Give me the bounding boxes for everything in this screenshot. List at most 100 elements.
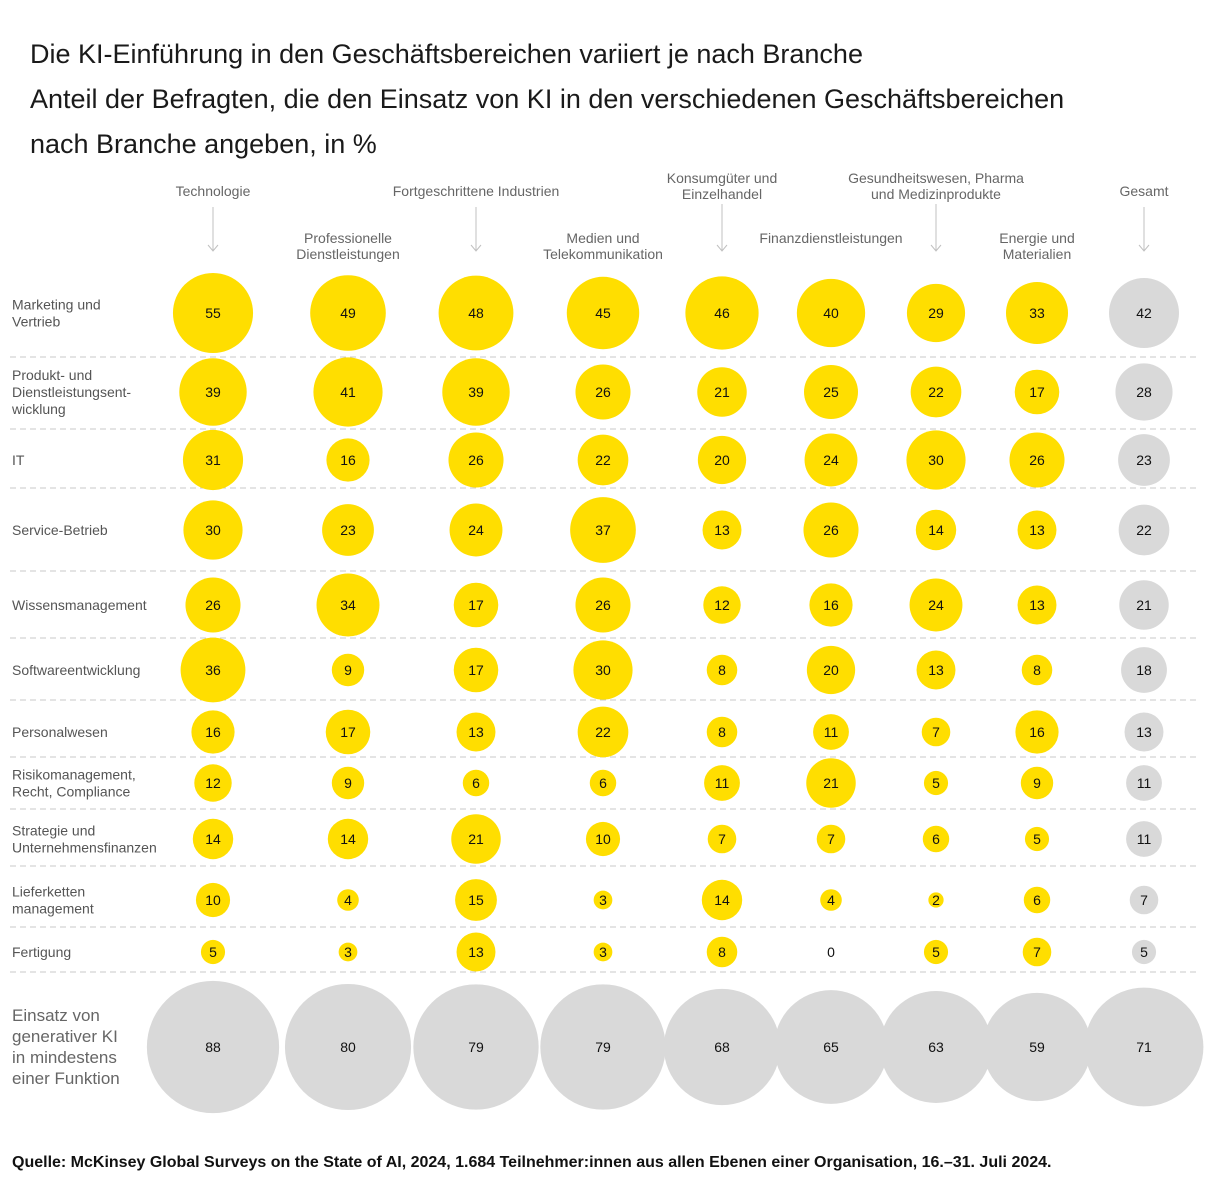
bubble-value-r7-c2: 17: [340, 724, 356, 740]
bubble-value-r6-c6: 20: [823, 662, 839, 678]
bubble-r5-c2: [316, 573, 380, 637]
bubble-r9-c5: [707, 824, 737, 854]
bubble-r6-c1: [180, 637, 246, 703]
bubble-value-r6-c8: 8: [1033, 662, 1041, 678]
bubble-r2-c6: [804, 365, 858, 419]
row-label-1: Vertrieb: [12, 314, 60, 330]
bubble-value-r7-c8: 16: [1029, 724, 1045, 740]
bubble-value-r1-c1: 55: [205, 305, 221, 321]
bubble-value-r6-c2: 9: [344, 662, 352, 678]
summary-bubble-c1: [146, 980, 280, 1114]
bubble-value-r5-c6: 16: [823, 597, 839, 613]
bubble-r8-c6: [806, 758, 856, 808]
column-header-7: und Medizinprodukte: [871, 186, 1001, 202]
summary-value-c1: 88: [205, 1039, 221, 1055]
down-arrow-icon: [470, 244, 482, 252]
bubble-r9-c4: [585, 821, 621, 857]
bubble-value-r7-c6: 11: [824, 724, 839, 740]
row-label-10: management: [12, 901, 94, 917]
bubble-r8-c8: [1020, 766, 1054, 800]
bubble-r2-c1: [179, 358, 247, 426]
bubble-value-r10-c1: 10: [205, 892, 221, 908]
bubble-value-r11-c9: 5: [1140, 944, 1148, 960]
down-arrow-icon: [930, 244, 942, 252]
bubble-r11-c5: [706, 936, 738, 968]
bubble-value-r2-c4: 26: [595, 384, 611, 400]
row-label-9: Strategie und: [12, 823, 95, 839]
bubble-r2-c9: [1115, 363, 1173, 421]
bubble-r4-c6: [803, 502, 859, 558]
bubble-r3-c8: [1009, 432, 1065, 488]
bubble-value-r4-c8: 13: [1029, 522, 1045, 538]
bubble-r1-c8: [1005, 281, 1069, 345]
bubble-r10-c6: [820, 889, 842, 911]
column-header-8: Materialien: [1003, 246, 1071, 262]
title-line-1: Die KI-Einführung in den Geschäftsbereic…: [30, 39, 863, 69]
bubble-r11-c3: [456, 932, 496, 972]
bubble-value-r2-c9: 28: [1136, 384, 1152, 400]
bubble-r3-c5: [697, 435, 747, 485]
bubble-value-r3-c6: 24: [823, 452, 839, 468]
bubble-r7-c7: [921, 717, 951, 747]
row-label-1: Marketing und: [12, 297, 101, 313]
column-header-4: Telekommunikation: [543, 246, 663, 262]
bubble-r8-c4: [589, 769, 617, 797]
bubble-value-r4-c3: 24: [468, 522, 484, 538]
bubble-r1-c7: [906, 283, 966, 343]
bubble-value-r9-c6: 7: [827, 831, 835, 847]
bubble-value-r8-c3: 6: [472, 775, 480, 791]
bubble-r1-c1: [172, 272, 254, 354]
bubble-value-r10-c4: 3: [599, 892, 607, 908]
bubble-r2-c5: [697, 367, 747, 417]
bubble-value-r4-c2: 23: [340, 522, 356, 538]
title-line-2: Anteil der Befragten, die den Einsatz vo…: [30, 84, 1065, 114]
bubble-r4-c5: [702, 510, 742, 550]
bubble-value-r11-c6: 0: [827, 944, 835, 960]
bubble-r5-c7: [909, 578, 963, 632]
bubble-value-r5-c5: 12: [714, 597, 730, 613]
bubble-value-r9-c1: 14: [205, 831, 221, 847]
bubble-r6-c7: [916, 650, 956, 690]
bubble-value-r11-c8: 7: [1033, 944, 1041, 960]
bubble-value-r5-c9: 21: [1136, 597, 1152, 613]
summary-value-c3: 79: [468, 1039, 484, 1055]
bubble-value-r10-c2: 4: [344, 892, 352, 908]
bubble-value-r8-c9: 11: [1137, 775, 1152, 791]
bubble-r7-c5: [706, 716, 738, 748]
summary-bubble-c7: [880, 991, 992, 1103]
bubble-value-r2-c2: 41: [340, 384, 356, 400]
bubble-r10-c7: [928, 892, 944, 908]
bubble-value-r2-c3: 39: [468, 384, 484, 400]
summary-bubble-c8: [982, 992, 1092, 1102]
summary-label: einer Funktion: [12, 1069, 120, 1088]
summary-value-c8: 59: [1029, 1039, 1045, 1055]
bubble-r7-c9: [1124, 712, 1164, 752]
bubble-r3-c1: [182, 429, 244, 491]
bubble-value-r5-c3: 17: [468, 597, 484, 613]
column-header-5: Einzelhandel: [682, 186, 762, 202]
row-label-9: Unternehmensfinanzen: [12, 840, 157, 856]
row-label-2: Dienstleistungsent-: [12, 384, 131, 400]
bubble-value-r10-c3: 15: [468, 892, 484, 908]
bubble-value-r11-c5: 8: [718, 944, 726, 960]
bubble-value-r3-c1: 31: [205, 452, 221, 468]
column-header-2: Professionelle: [304, 230, 392, 246]
bubble-r10-c2: [337, 889, 359, 911]
bubble-value-r3-c3: 26: [468, 452, 484, 468]
bubble-value-r4-c9: 22: [1136, 522, 1152, 538]
bubble-r5-c1: [185, 577, 241, 633]
bubble-value-r7-c3: 13: [468, 724, 484, 740]
bubble-r9-c8: [1024, 826, 1050, 852]
bubble-r1-c2: [310, 275, 386, 351]
bubble-r2-c2: [313, 357, 383, 427]
bubble-r10-c5: [701, 879, 743, 921]
bubble-value-r6-c4: 30: [595, 662, 611, 678]
bubble-r8-c5: [704, 765, 740, 801]
bubble-r1-c5: [685, 276, 759, 350]
bubble-value-r8-c5: 11: [715, 775, 730, 791]
bubble-value-r7-c7: 7: [932, 724, 940, 740]
bubble-r5-c6: [809, 583, 853, 627]
bubble-value-r7-c5: 8: [718, 724, 726, 740]
bubble-r11-c4: [593, 942, 613, 962]
bubble-value-r9-c9: 11: [1137, 831, 1152, 847]
